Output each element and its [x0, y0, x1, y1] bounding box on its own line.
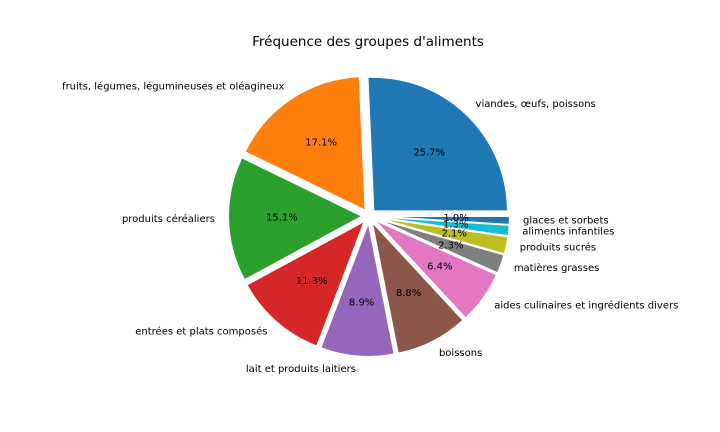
slice-percent-glaces-et-sorbets: 1.0% — [443, 213, 468, 224]
pie-slice-matieres-grasses — [374, 217, 505, 274]
slice-percent-produits-cerealiers: 15.1% — [266, 212, 298, 223]
slice-percent-lait-et-produits-laitiers: 8.9% — [349, 297, 374, 308]
slice-percent-produits-sucres: 2.1% — [441, 229, 466, 240]
slice-percent-entrees-et-plats-composes: 11.3% — [296, 276, 328, 287]
labels-layer: viandes, œufs, poissons fruits, légumes, … — [62, 81, 678, 375]
slice-label-produits-sucres: produits sucrés — [520, 242, 596, 254]
pie-slice-glaces-et-sorbets — [374, 215, 511, 226]
pie-slice-fruits-legumes-legumineuses-et-oleagineux — [244, 75, 367, 212]
slice-percent-fruits-legumes-legumineuses-et-oleagineux: 17.1% — [305, 138, 337, 149]
slice-percent-boissons: 8.8% — [396, 288, 421, 299]
slice-label-aliments-infantiles: aliments infantiles — [522, 226, 614, 237]
slice-label-produits-cerealiers: produits céréaliers — [122, 213, 215, 225]
pie-slice-lait-et-produits-laitiers — [319, 221, 396, 358]
pie-slice-produits-cerealiers — [227, 156, 364, 281]
slice-label-aides-culinaires-et-ingredients-divers: aides culinaires et ingrédients divers — [494, 299, 678, 311]
slice-label-glaces-et-sorbets: glaces et sorbets — [523, 215, 609, 226]
pie-slice-boissons — [371, 221, 464, 355]
slice-percent-matieres-grasses: 2.3% — [438, 240, 463, 251]
slices-layer — [227, 75, 511, 358]
slice-label-boissons: boissons — [439, 348, 482, 359]
percent-labels-layer: 25.7% 17.1% 15.1% 11.3% 8.9% 8.8% 6.4% 2.3%2.1%… — [266, 138, 469, 309]
slice-percent-aides-culinaires-et-ingredients-divers: 6.4% — [427, 261, 452, 272]
pie-slice-entrees-et-plats-composes — [246, 220, 366, 347]
pie-slice-viandes-oeufs-poissons — [366, 76, 509, 212]
slice-percent-aliments-infantiles: 1.3% — [443, 220, 468, 231]
chart-title: Fréquence des groupes d'aliments — [252, 34, 484, 50]
pie-slice-aides-culinaires-et-ingredients-divers — [373, 219, 498, 319]
slice-label-viandes-oeufs-poissons: viandes, œufs, poissons — [476, 99, 596, 110]
slice-label-entrees-et-plats-composes: entrées et plats composés — [135, 325, 267, 337]
slice-label-matieres-grasses: matières grasses — [514, 262, 600, 274]
slice-label-lait-et-produits-laitiers: lait et produits laitiers — [246, 364, 356, 375]
slice-label-fruits-legumes-legumineuses-et-oleagineux: fruits, légumes, légumineuses et oléagin… — [62, 81, 284, 93]
slice-percent-viandes-oeufs-poissons: 25.7% — [413, 148, 445, 159]
